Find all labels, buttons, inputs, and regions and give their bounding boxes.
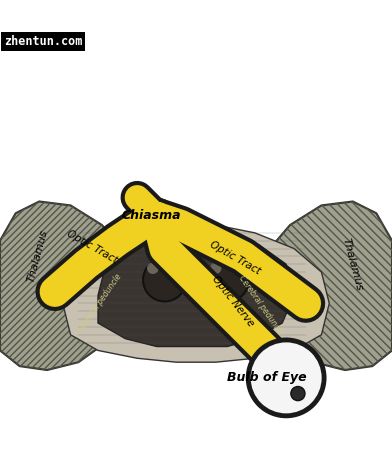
Text: Optic Tract: Optic Tract bbox=[208, 240, 262, 277]
Circle shape bbox=[147, 262, 159, 274]
Text: Cerebral peduncle: Cerebral peduncle bbox=[76, 272, 124, 335]
Text: Thalamus: Thalamus bbox=[341, 237, 365, 292]
Text: zhentun.com: zhentun.com bbox=[4, 35, 82, 48]
Circle shape bbox=[206, 258, 249, 302]
Text: Optic Nerve: Optic Nerve bbox=[211, 274, 256, 329]
Circle shape bbox=[249, 341, 323, 415]
Circle shape bbox=[143, 258, 186, 302]
Polygon shape bbox=[0, 202, 133, 370]
Text: Cerebral peduncle: Cerebral peduncle bbox=[237, 274, 285, 337]
Circle shape bbox=[246, 338, 327, 418]
Circle shape bbox=[210, 262, 221, 274]
Text: Chiasma: Chiasma bbox=[121, 209, 181, 222]
Polygon shape bbox=[259, 202, 392, 370]
Text: Thalamus: Thalamus bbox=[25, 229, 49, 284]
Polygon shape bbox=[63, 225, 329, 362]
Text: Optic Tract: Optic Tract bbox=[65, 228, 119, 265]
Circle shape bbox=[291, 387, 305, 400]
Text: Bulb of Eye: Bulb of Eye bbox=[227, 371, 307, 384]
Polygon shape bbox=[98, 237, 294, 346]
